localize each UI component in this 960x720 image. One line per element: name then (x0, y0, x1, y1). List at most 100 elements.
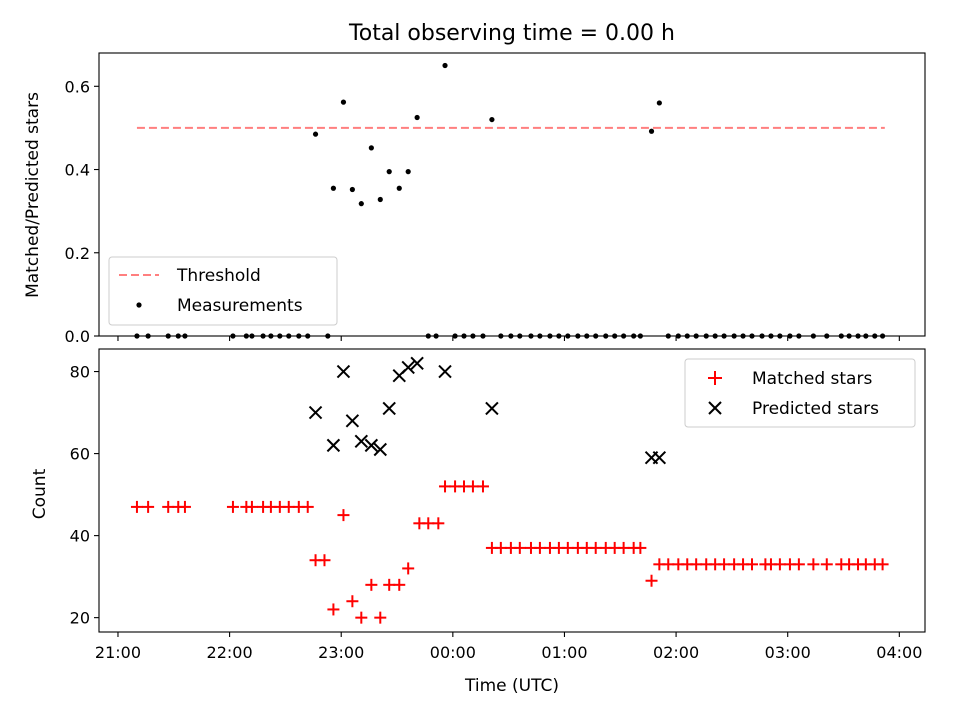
measurement-point (405, 169, 411, 175)
count-panel: Count Time (UTC) 20 40 60 80 21:00 22:00 23:0… (30, 348, 926, 696)
count-x-tick-label: 01:00 (541, 643, 587, 662)
matched-star-marker (634, 541, 647, 554)
predicted-star-marker (373, 442, 387, 457)
matched-stars-legend-label: Matched stars (752, 369, 872, 389)
count-y-tick-label: 60 (70, 445, 90, 464)
matched-star-marker (245, 500, 258, 513)
matched-star-marker (690, 558, 703, 571)
ratio-y-tick-label: 0.6 (65, 77, 90, 96)
matched-star-marker (178, 500, 191, 513)
measurement-point (489, 116, 495, 123)
matched-star-marker (773, 558, 786, 571)
matched-stars-points (130, 480, 889, 624)
matched-star-marker (494, 541, 507, 554)
matched-star-marker (533, 541, 546, 554)
matched-star-marker (402, 562, 415, 575)
predicted-stars-legend-swatch (708, 401, 722, 415)
count-x-tick-label: 21:00 (95, 643, 141, 662)
count-y-ticks: 20 40 60 80 (70, 363, 99, 628)
matched-star-marker (365, 578, 378, 591)
predicted-star-marker (652, 450, 667, 465)
predicted-star-marker (345, 414, 360, 428)
ratio-legend: Threshold Measurements (108, 256, 338, 326)
count-x-ticks: 21:00 22:00 23:00 00:00 01:00 02:00 03:00 04:00 (95, 632, 922, 662)
count-x-tick-label: 02:00 (653, 643, 699, 662)
matched-star-marker (561, 541, 574, 554)
matched-star-marker (355, 611, 368, 624)
count-x-tick-label: 00:00 (430, 643, 476, 662)
matched-star-marker (374, 611, 387, 624)
measurements-legend-label: Measurements (177, 296, 303, 316)
measurement-point (656, 100, 662, 106)
matched-star-marker (318, 554, 331, 567)
matched-stars-legend-swatch (708, 371, 722, 385)
count-legend: Matched stars Predicted stars (684, 358, 916, 428)
predicted-star-marker (354, 434, 369, 448)
count-x-tick-label: 22:00 (207, 643, 253, 662)
ratio-axes-frame (98, 52, 926, 337)
matched-star-marker (466, 480, 479, 493)
ratio-y-tick-label: 0.2 (65, 244, 90, 263)
threshold-legend-label: Threshold (176, 266, 261, 286)
ratio-legend-box (108, 256, 338, 326)
ratio-y-ticks: 0.0 0.2 0.4 0.6 (65, 77, 99, 346)
matched-star-marker (792, 558, 805, 571)
measurement-point (368, 145, 374, 151)
ratio-panel: Total observing time = 0.00 h Matched/Pr… (23, 21, 926, 346)
matched-star-marker (662, 558, 675, 571)
measurement-point (340, 99, 347, 105)
count-y-tick-label: 40 (70, 527, 90, 546)
chart-title: Total observing time = 0.00 h (348, 21, 675, 46)
predicted-star-marker (410, 356, 424, 371)
count-x-tick-label: 03:00 (765, 643, 811, 662)
measurement-point (648, 128, 655, 134)
measurement-point (330, 185, 337, 191)
predicted-star-marker (364, 438, 379, 453)
matched-star-marker (476, 480, 489, 493)
ratio-y-tick-label: 0.4 (65, 161, 90, 180)
count-legend-box (684, 358, 916, 428)
matched-star-marker (876, 558, 889, 571)
predicted-star-marker (326, 438, 341, 453)
predicted-star-marker (382, 401, 396, 416)
predicted-stars-legend-label: Predicted stars (752, 399, 879, 419)
measurement-point (377, 196, 383, 203)
measurement-point (312, 131, 319, 137)
predicted-stars-points (308, 356, 667, 465)
count-y-axis-label: Count (30, 468, 50, 519)
measurement-point (358, 201, 364, 207)
matched-star-marker (589, 541, 602, 554)
matched-star-marker (439, 480, 452, 493)
matched-star-marker (282, 500, 295, 513)
matched-star-marker (142, 500, 155, 513)
measurement-point (414, 114, 420, 121)
count-y-tick-label: 80 (70, 363, 90, 382)
count-x-tick-label: 04:00 (876, 643, 922, 662)
predicted-star-marker (308, 405, 323, 420)
matched-star-marker (346, 595, 359, 608)
x-axis-label: Time (UTC) (464, 676, 559, 696)
measurement-point (442, 62, 448, 69)
matched-star-marker (513, 541, 526, 554)
matched-star-marker (432, 517, 445, 530)
matched-star-marker (162, 500, 175, 513)
measurement-point (349, 186, 355, 193)
matched-star-marker (337, 509, 350, 522)
ratio-y-axis-label: Matched/Predicted stars (23, 92, 43, 298)
count-y-tick-label: 20 (70, 609, 90, 628)
count-axes-frame (98, 348, 926, 633)
measurement-point (396, 185, 402, 191)
ratio-y-tick-label: 0.0 (65, 327, 90, 346)
measurement-point (386, 169, 392, 175)
matched-star-marker (745, 558, 758, 571)
matched-star-marker (393, 578, 406, 591)
matched-star-marker (645, 574, 658, 587)
matched-star-marker (617, 541, 630, 554)
matched-star-marker (807, 558, 820, 571)
matched-star-marker (422, 517, 435, 530)
count-x-tick-label: 23:00 (318, 643, 364, 662)
predicted-star-marker (438, 364, 452, 379)
measurements-legend-swatch (136, 302, 142, 308)
matched-star-marker (820, 558, 833, 571)
